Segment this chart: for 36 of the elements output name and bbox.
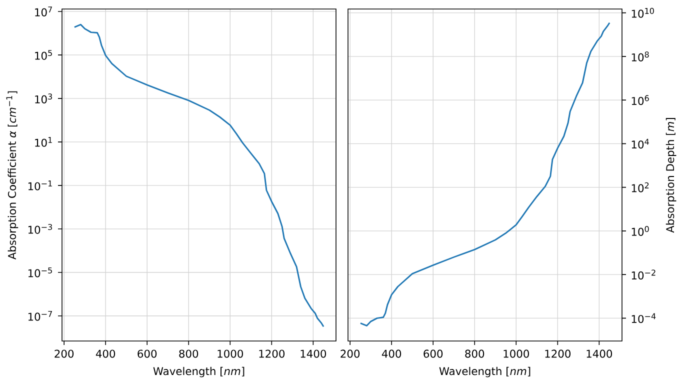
x-tick-label: 200 [340, 350, 360, 358]
y2-tick-label: 10$^{10}$ [632, 8, 654, 18]
x-tick-label: 600 [138, 350, 157, 358]
y2-tick-label: 10$^{0}$ [632, 226, 649, 236]
y-tick-label: 10$^{−5}$ [28, 268, 52, 278]
x-tick-label: 1400 [300, 350, 326, 358]
y2-axis-title: Absorption Depth [m] [666, 118, 676, 233]
x-tick-label: 800 [179, 350, 198, 358]
x-tick-label: 600 [424, 350, 443, 358]
y-tick-label: 10$^{−1}$ [28, 180, 52, 190]
x-tick-label: 1000 [504, 350, 530, 358]
y-tick-label: 10$^{3}$ [35, 94, 52, 104]
x-tick-label: 800 [465, 350, 484, 358]
line-series [74, 24, 324, 328]
y-tick-label: 10$^{−7}$ [28, 311, 52, 321]
x-tick-label: 1000 [218, 350, 244, 358]
y2-tick-label: 10$^{2}$ [632, 182, 649, 192]
y-tick-label: 10$^{7}$ [35, 6, 52, 16]
line-series [360, 22, 610, 326]
x-tick-label: 400 [382, 350, 402, 358]
x-tick-label: 1200 [545, 350, 571, 358]
y2-tick-label: 10$^{8}$ [632, 52, 649, 62]
y2-tick-label: 10$^{−4}$ [632, 313, 656, 324]
x-tick-label: 1200 [259, 350, 285, 358]
y2-tick-label: 10$^{4}$ [632, 138, 649, 149]
x-axis-title: Wavelength [nm] [439, 366, 530, 378]
x-axis-title: Wavelength [nm] [153, 366, 244, 378]
x-tick-label: 200 [54, 350, 74, 358]
y-tick-label: 10$^{5}$ [35, 50, 52, 60]
y2-tick-label: 10$^{−2}$ [632, 270, 656, 280]
x-tick-label: 400 [96, 350, 116, 358]
y-axis-title: Absorption Coefficient α [cm$^{−1}$] [6, 91, 18, 260]
x-tick-label: 1400 [586, 350, 612, 358]
y-tick-label: 10$^{1}$ [35, 137, 52, 147]
y2-tick-label: 10$^{6}$ [632, 95, 649, 105]
y-tick-label: 10$^{−3}$ [28, 224, 52, 234]
